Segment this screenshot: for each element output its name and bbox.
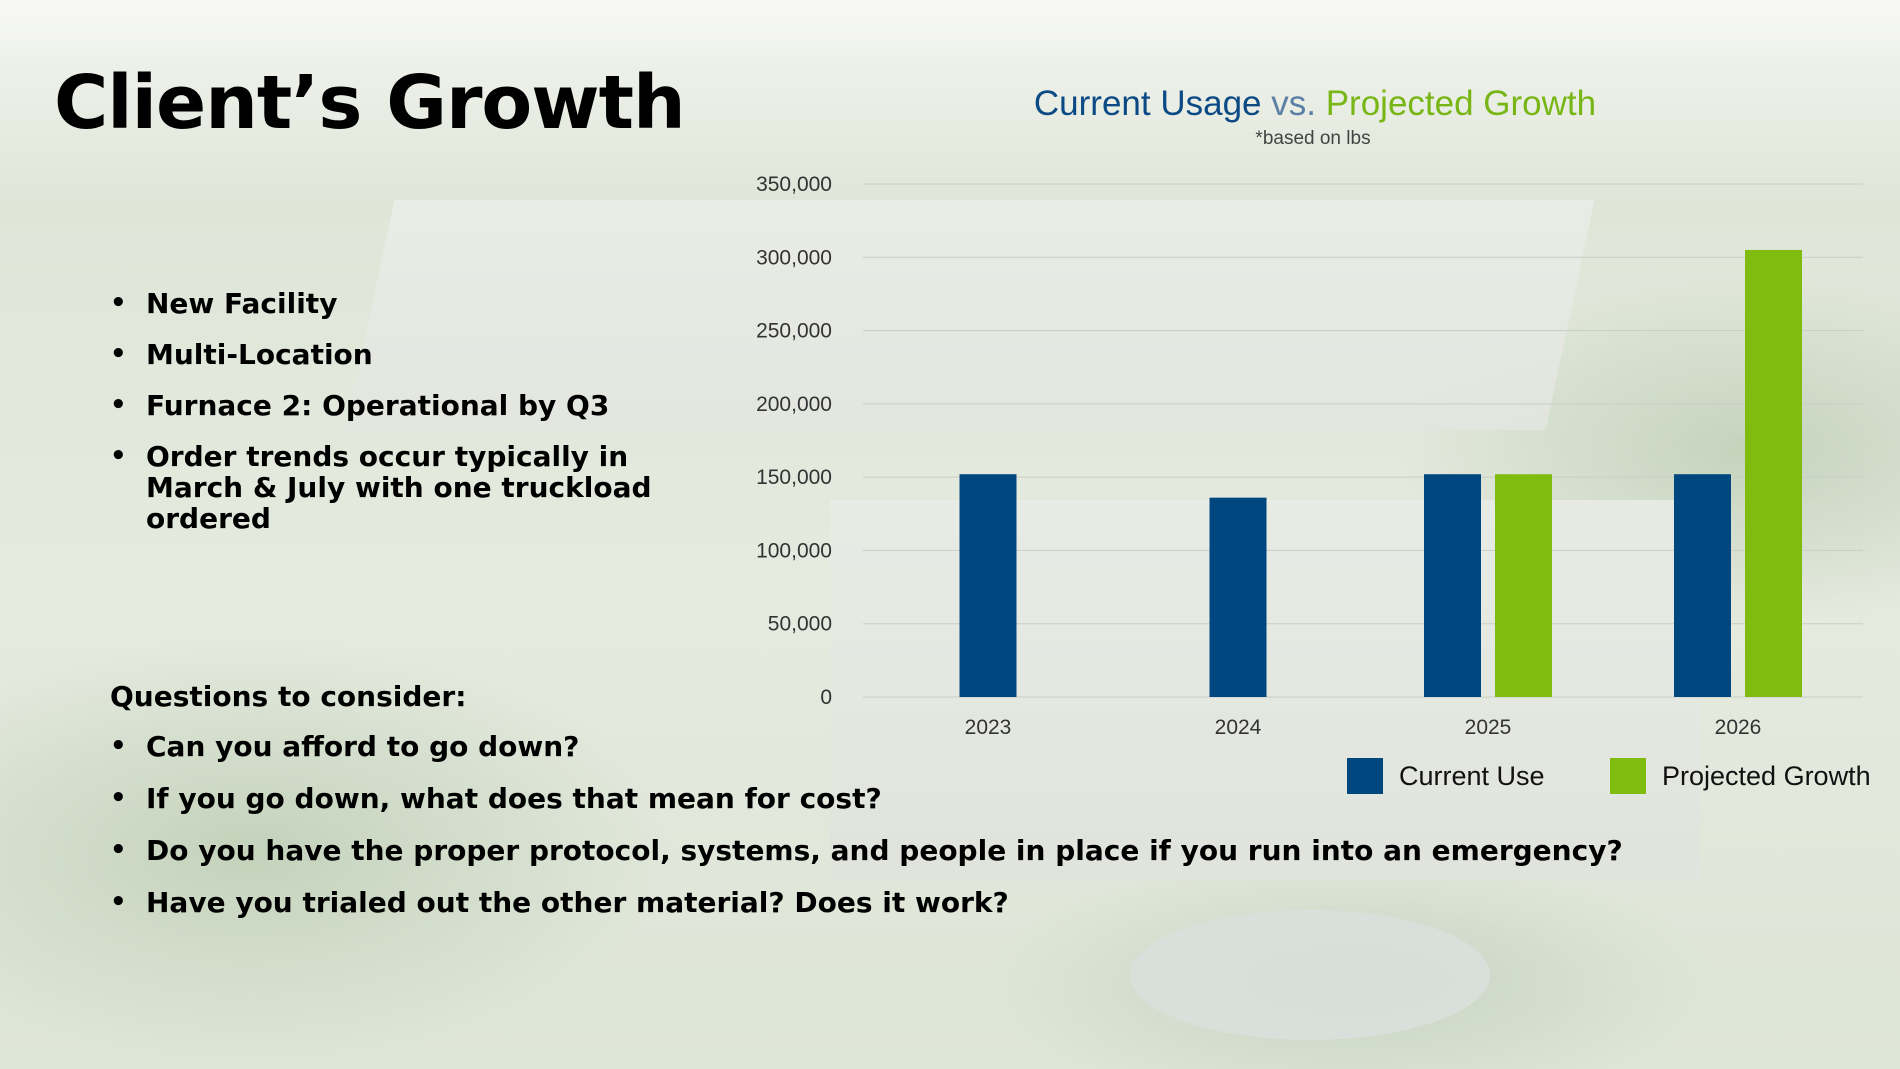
legend-projected-growth: Projected Growth [1610,758,1871,794]
question-item: Can you afford to go down? [110,731,1560,762]
x-tick-label: 2024 [1215,716,1262,739]
bar-current-use-2024 [1209,497,1267,697]
bullet-furnace-2: Furnace 2: Operational by Q3 [110,390,710,421]
question-item: Have you trialed out the other material?… [110,887,1560,918]
bar-chart: 0 50,000 100,000 150,000 200,000 250,000 300,0… [756,173,1863,739]
chart-title: Current Usage vs. Projected Growth [1030,84,1600,124]
chart-title-current: Current Usage [1033,84,1262,123]
question-item: Do you have the proper protocol, systems… [110,835,1623,866]
bar-projected-growth-2026 [1745,249,1802,697]
chart-title-vs: vs. [1271,84,1316,123]
bullet-order-trends: Order trends occur typically in March & … [110,441,686,534]
y-tick-label: 100,000 [756,539,832,562]
background-pond [1130,910,1490,1040]
x-tick-label: 2026 [1715,716,1762,739]
bar-current-use-2026 [1674,474,1731,697]
questions-heading: Questions to consider: [110,680,467,713]
slide-title: Client’s Growth [54,60,686,146]
facility-bullet-list: New Facility Multi-Location Furnace 2: O… [110,288,710,554]
chart-subtitle: *based on lbs [1255,128,1371,149]
y-tick-label: 350,000 [756,173,832,196]
x-tick-label: 2023 [965,716,1012,739]
question-item: If you go down, what does that mean for … [110,783,1560,814]
legend-swatch-projected [1610,758,1646,794]
legend-label-current: Current Use [1399,760,1545,791]
bar-current-use-2025 [1424,474,1481,697]
y-tick-label: 50,000 [768,613,832,636]
chart-title-projected: Projected Growth [1325,84,1597,123]
legend-label-projected: Projected Growth [1662,760,1871,791]
y-tick-label: 0 [820,686,832,709]
legend-swatch-current [1347,758,1383,794]
bullet-multi-location: Multi-Location [110,339,710,370]
bar-current-use-2023 [959,474,1017,697]
bar-projected-growth-2025 [1495,474,1552,697]
y-tick-label: 200,000 [756,393,832,416]
y-tick-label: 300,000 [756,246,832,269]
y-tick-label: 250,000 [756,320,832,343]
legend-current-use: Current Use [1347,758,1545,794]
questions-list: Can you afford to go down? If you go dow… [110,731,1623,939]
x-tick-label: 2025 [1465,716,1512,739]
background-sky-band [0,0,1900,60]
y-tick-label: 150,000 [756,466,832,489]
bullet-new-facility: New Facility [110,288,710,319]
